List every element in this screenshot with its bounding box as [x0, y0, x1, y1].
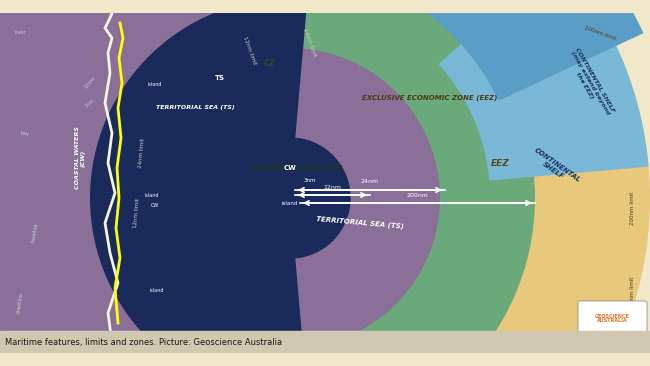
Text: 200nm: 200nm [406, 193, 428, 198]
Bar [0, 13, 115, 353]
Circle shape [120, 163, 190, 233]
Text: CZ: CZ [264, 59, 276, 67]
Text: Maritime features, limits and zones. Picture: Geoscience Australia: Maritime features, limits and zones. Pic… [5, 337, 282, 347]
Text: CW: CW [151, 202, 159, 208]
Wedge shape [0, 0, 321, 366]
Wedge shape [277, 48, 440, 348]
Text: island: island [150, 288, 164, 292]
Wedge shape [268, 0, 535, 366]
Text: 200nm limit: 200nm limit [630, 191, 635, 225]
Text: TERRITORIAL SEA (TS): TERRITORIAL SEA (TS) [155, 105, 235, 111]
Text: baseline: baseline [31, 223, 39, 243]
Text: bay: bay [21, 131, 29, 135]
Text: MP 02/343.18: MP 02/343.18 [598, 341, 626, 345]
Polygon shape [439, 0, 649, 180]
Text: 24nm limit: 24nm limit [302, 28, 317, 58]
Text: coastline: coastline [16, 292, 24, 314]
Circle shape [135, 268, 185, 318]
Circle shape [180, 233, 220, 273]
Circle shape [145, 58, 205, 118]
Text: COASTAL WATERS
(CW): COASTAL WATERS (CW) [75, 127, 85, 190]
Circle shape [273, 181, 297, 205]
Text: TERRITORIAL SEA (TS): TERRITORIAL SEA (TS) [316, 216, 404, 230]
Text: 200nm limit: 200nm limit [584, 25, 617, 41]
FancyBboxPatch shape [578, 301, 647, 350]
Bar [0, 331, 650, 353]
Text: island: island [145, 193, 159, 198]
Wedge shape [259, 0, 650, 366]
Circle shape [230, 138, 350, 258]
Text: CONTIGUOUS ZONE (CZ): CONTIGUOUS ZONE (CZ) [247, 165, 343, 171]
Text: TS: TS [215, 75, 225, 81]
Wedge shape [90, 0, 307, 366]
Text: 12nm limit: 12nm limit [133, 198, 140, 228]
Text: CONTINENTAL
SHELF: CONTINENTAL SHELF [528, 147, 581, 189]
Text: island: island [282, 201, 298, 205]
Text: 24nm: 24nm [361, 179, 379, 184]
Polygon shape [422, 0, 644, 101]
Circle shape [275, 183, 305, 213]
Text: 3nm: 3nm [304, 178, 317, 183]
Text: 24nm limit: 24nm limit [138, 138, 146, 168]
Text: 12nm: 12nm [323, 185, 341, 190]
Text: GEOSCIENCE: GEOSCIENCE [595, 314, 629, 318]
Text: CW: CW [283, 165, 296, 171]
Text: EXCLUSIVE ECONOMIC ZONE (EEZ): EXCLUSIVE ECONOMIC ZONE (EEZ) [362, 95, 498, 101]
Text: island: island [148, 82, 162, 87]
Text: 3nm: 3nm [84, 97, 96, 108]
Text: EEZ: EEZ [491, 158, 510, 168]
Text: AUSTRALIA: AUSTRALIA [597, 318, 627, 324]
Text: CONTINENTAL SHELF
(may extend beyond
the EEZ): CONTINENTAL SHELF (may extend beyond the… [564, 47, 616, 119]
Text: river: river [14, 30, 26, 36]
Text: 12nm limit: 12nm limit [242, 36, 257, 66]
Text: 12nm: 12nm [83, 76, 96, 90]
Text: 200nm limit: 200nm limit [630, 276, 635, 310]
